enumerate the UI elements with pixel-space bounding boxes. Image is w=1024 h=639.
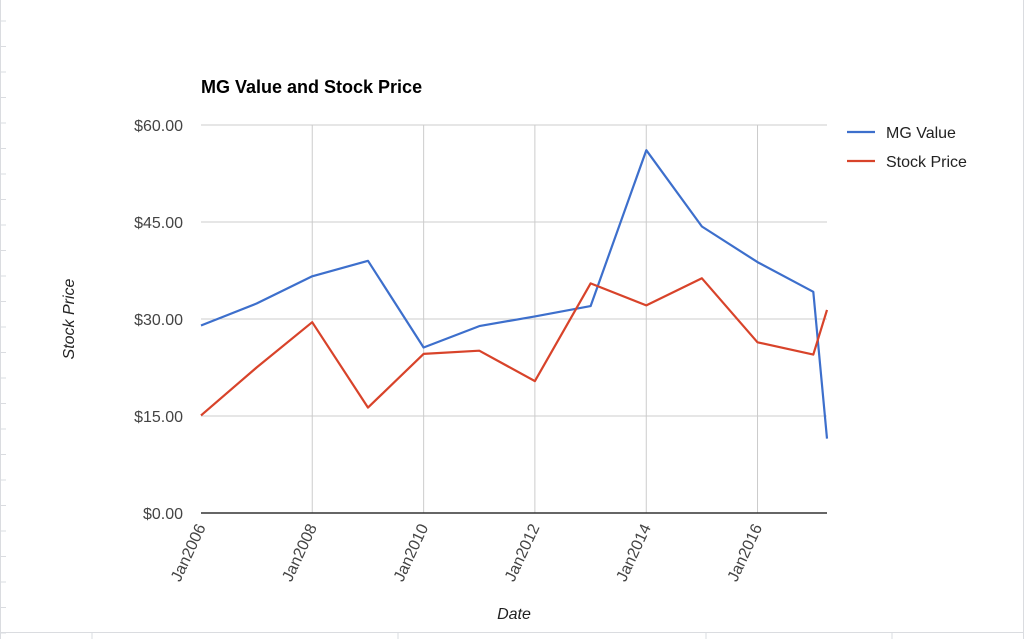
series-line-stock-price [200,277,829,417]
y-axis-title: Stock Price [61,278,78,359]
chart-title: MG Value and Stock Price [201,77,422,97]
y-tick-labels: $0.00 $15.00 $30.00 $45.00 $60.00 [134,118,183,523]
y-tick-label: $0.00 [143,506,183,523]
legend-label: MG Value [886,125,956,142]
y-tick-label: $15.00 [134,409,183,426]
legend-label: Stock Price [886,154,967,171]
series-lines [200,149,829,439]
y-tick-label: $45.00 [134,215,183,232]
y-tick-label: $60.00 [134,118,183,135]
legend: MG Value Stock Price [847,125,967,171]
series-line-mg-value [200,149,829,439]
x-axis-title: Date [497,606,531,623]
y-tick-label: $30.00 [134,312,183,329]
